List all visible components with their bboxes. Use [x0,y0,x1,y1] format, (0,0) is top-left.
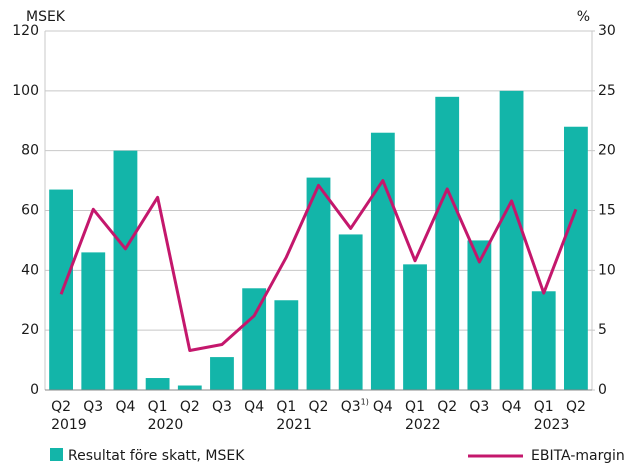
x-tick-label: Q2 [309,399,329,415]
y-tick-label: 20 [21,322,39,338]
x-tick-label: Q2 [566,399,586,415]
bar [274,300,299,390]
y-tick-label: 60 [21,203,39,219]
bar [499,90,524,390]
x-tick-label: Q2 [437,399,457,415]
x-tick-label: Q4 [502,399,522,415]
x-tick-label: Q4 [373,399,393,415]
bar [370,132,395,390]
x-tick-label: Q3 [212,399,232,415]
legend-label: Resultat före skatt, MSEK [68,448,245,463]
x-year-label: 2019 [51,417,87,433]
x-tick-label: Q1 [148,399,168,415]
x-tick-label: Q1 [276,399,296,415]
y-tick-label: 120 [12,23,39,39]
y2-tick-label: 15 [598,203,616,219]
x-year-label: 2022 [405,417,441,433]
bar [210,357,234,390]
y2-tick-label: 0 [598,382,607,398]
bar [403,264,427,390]
x-tick-label: Q2 [51,399,71,415]
y2-tick-label: 30 [598,23,616,39]
y2-axis-label: % [577,9,590,25]
bar [177,385,202,390]
bar [113,150,138,390]
x-tick-label: Q3 [469,399,489,415]
y-tick-label: 0 [30,382,39,398]
y-tick-label: 40 [21,262,39,278]
line [59,179,578,353]
legend-label: EBITA-marginal, % [531,448,624,463]
x-year-label: 2020 [148,417,184,433]
legend-swatch [50,448,63,461]
x-tick-label: Q4 [244,399,264,415]
x-tick-label: Q3 [341,399,361,415]
bar [242,288,267,390]
bar [145,378,170,390]
x-tick-label: Q2 [180,399,200,415]
x-tick-label: Q1 [405,399,425,415]
y2-tick-label: 20 [598,143,616,159]
bar [81,252,106,390]
bar [435,96,460,391]
bar [564,126,588,390]
y-tick-label: 80 [21,143,39,159]
y2-tick-label: 5 [598,322,607,338]
bar [49,189,73,390]
bar [306,177,331,390]
bar [531,291,556,390]
y2-tick-label: 10 [598,262,616,278]
y2-tick-label: 25 [598,83,616,99]
x-year-label: 2021 [276,417,312,433]
x-tick-label: Q3 [83,399,103,415]
bar [467,240,492,390]
bar [338,234,363,390]
y-tick-label: 100 [12,83,39,99]
x-year-label: 2023 [534,417,570,433]
x-tick-label: Q4 [115,399,135,415]
x-tick-label: Q1 [534,399,554,415]
x-tick-superscript: 1) [361,398,369,407]
y-axis-label: MSEK [26,9,66,25]
